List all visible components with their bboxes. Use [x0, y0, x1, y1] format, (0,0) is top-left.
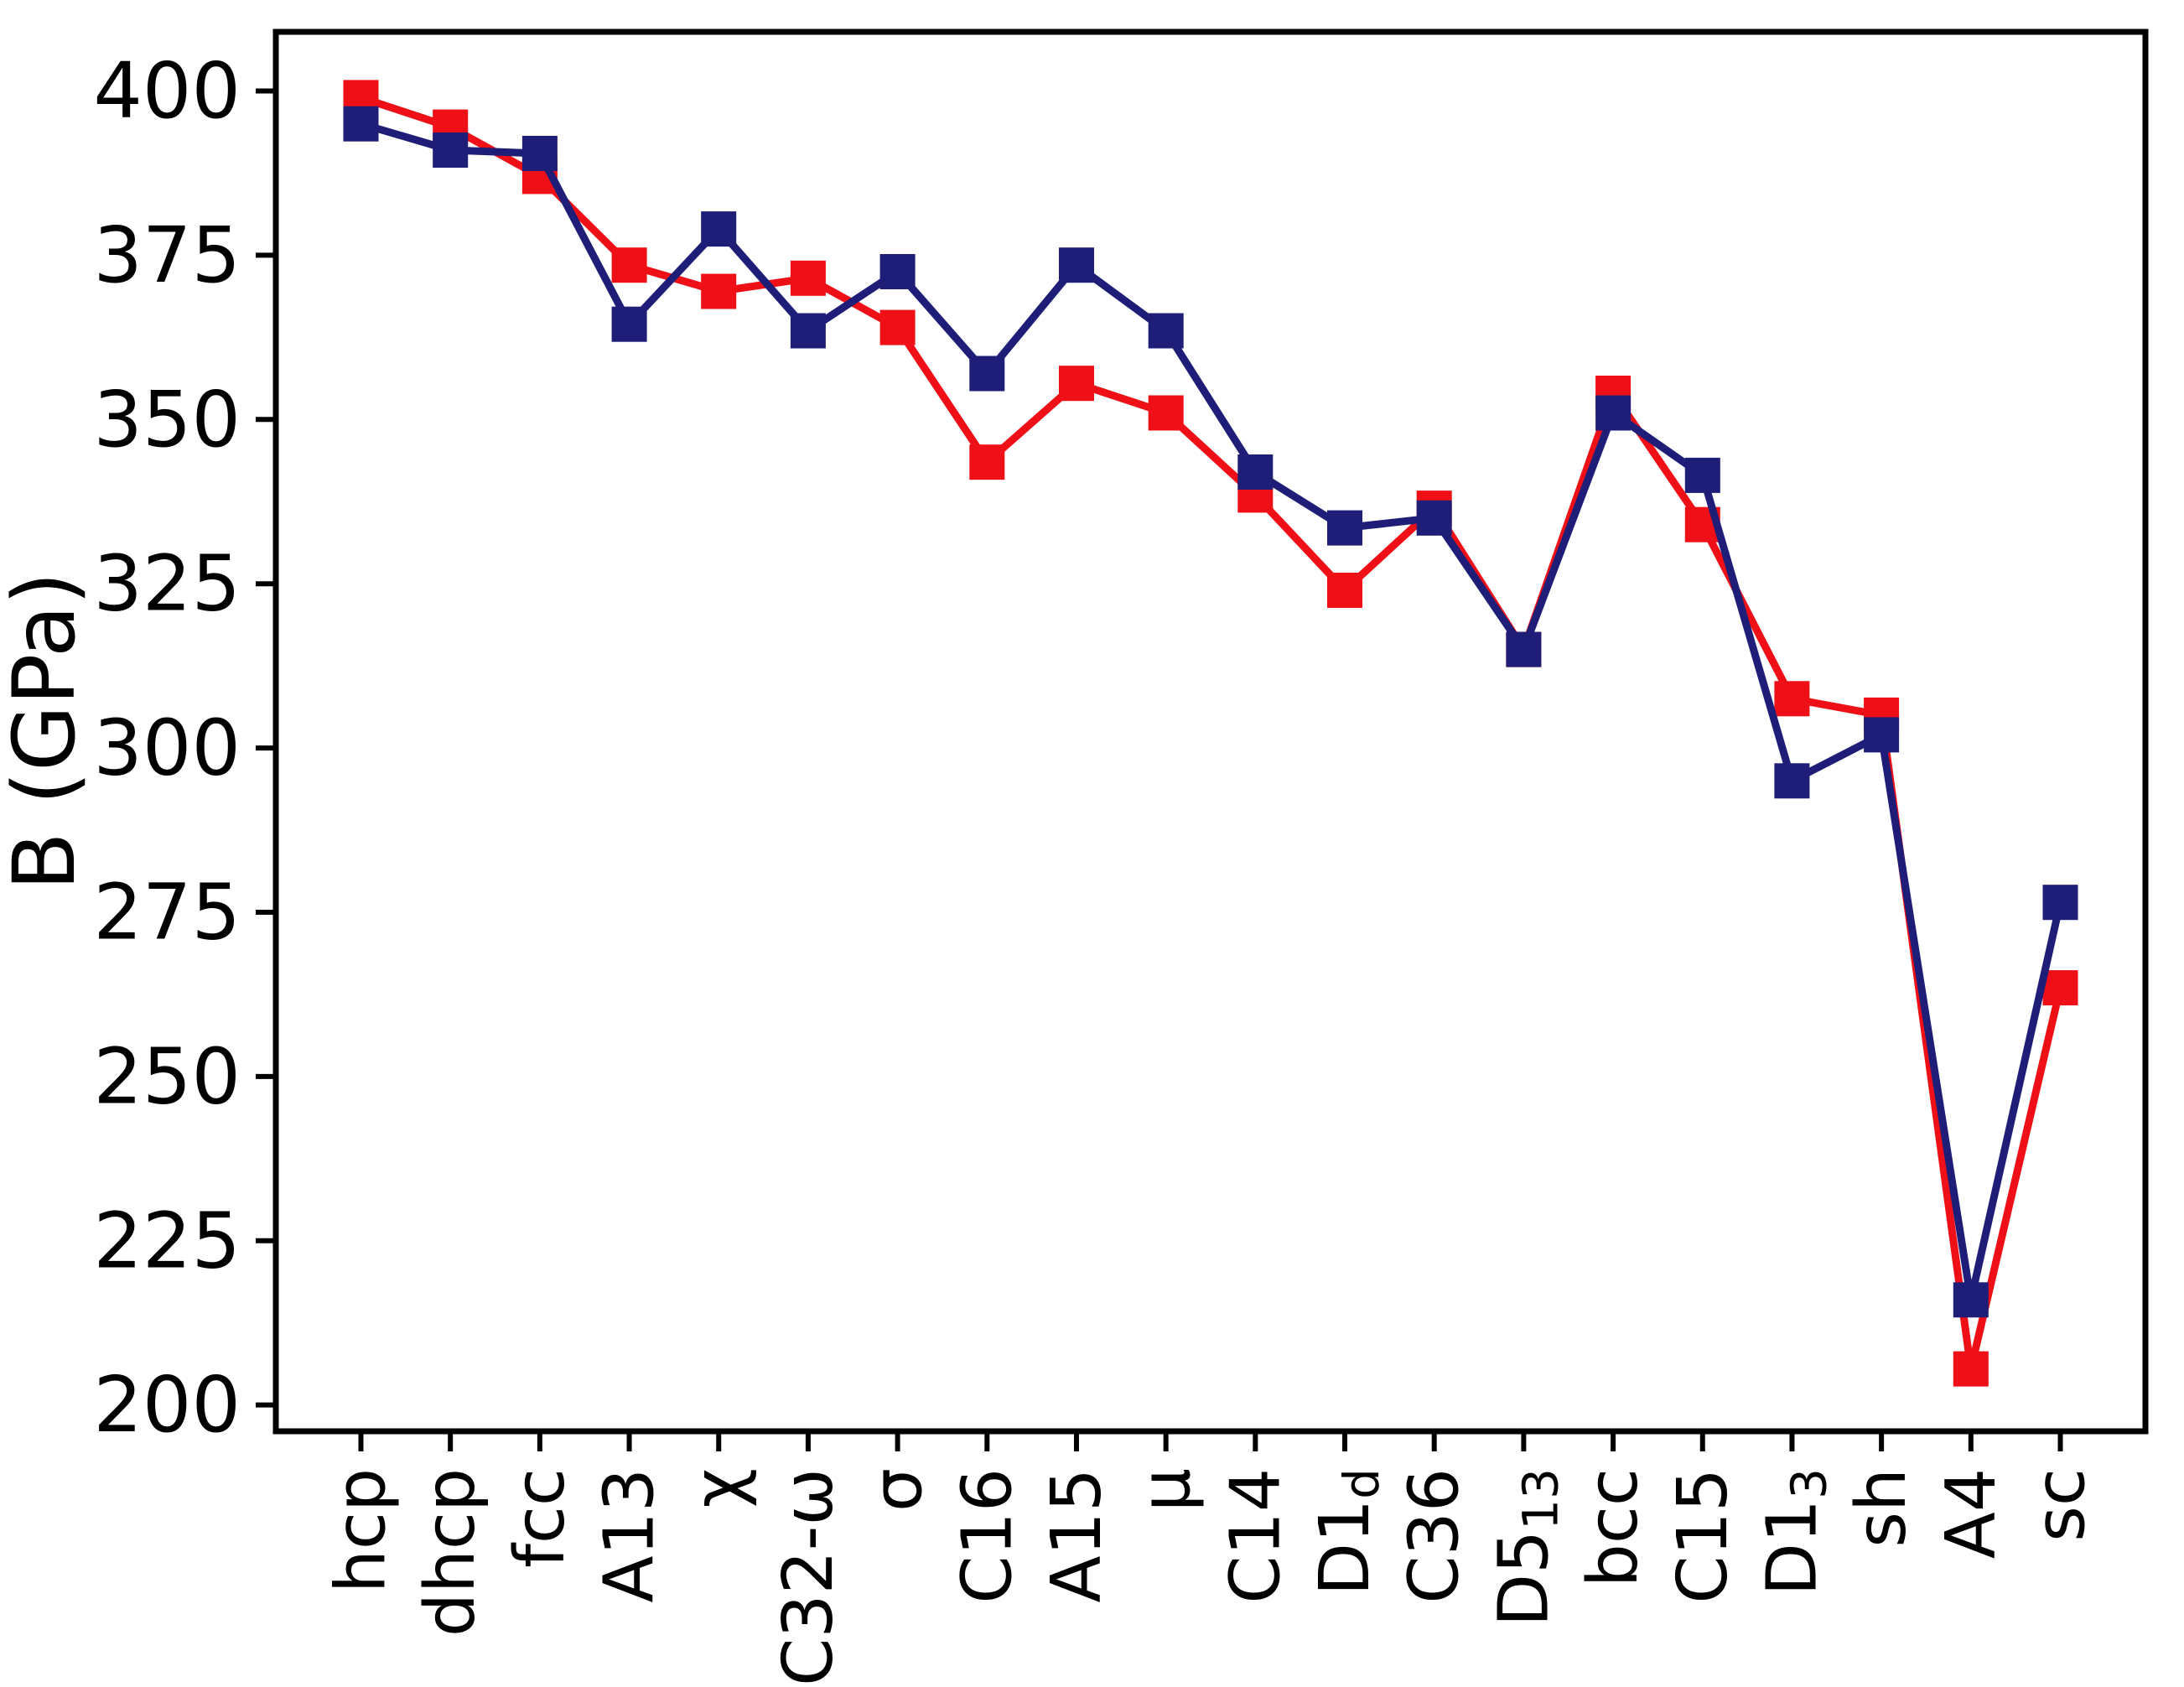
y-tick-label: 225 — [93, 1196, 241, 1285]
y-tick-label: 325 — [93, 539, 241, 629]
navy-series-marker — [2042, 885, 2078, 921]
x-tick-label: A4 — [1931, 1468, 2010, 1559]
x-tick-label: C36 — [1394, 1468, 1474, 1604]
navy-series-marker — [790, 313, 826, 349]
navy-series-marker — [1059, 247, 1094, 283]
x-tick-label: fcc — [500, 1468, 579, 1568]
y-tick-label: 275 — [93, 867, 241, 957]
x-tick-label: C15 — [1663, 1468, 1742, 1604]
navy-series-marker — [1506, 631, 1542, 667]
navy-series-marker — [521, 136, 558, 171]
x-tick-label: A13 — [589, 1468, 669, 1602]
x-tick-label: C14 — [1216, 1468, 1295, 1604]
x-tick-label: χ — [679, 1468, 759, 1508]
navy-series-marker — [611, 306, 647, 342]
data-series — [343, 80, 2078, 1387]
red-series-marker — [790, 260, 826, 296]
red-series-marker — [701, 273, 737, 309]
navy-series-marker — [701, 211, 737, 247]
navy-series-marker — [433, 132, 469, 168]
x-tick-label: D13 — [1752, 1468, 1838, 1596]
x-tick-label: sh — [1842, 1468, 1922, 1548]
x-tick-label: sc — [2021, 1468, 2100, 1542]
navy-series-marker — [969, 356, 1005, 392]
y-tick-label: 200 — [93, 1360, 241, 1450]
red-series-marker — [2042, 970, 2078, 1006]
x-tick-label: σ — [858, 1468, 937, 1512]
red-series-line — [360, 94, 2064, 1370]
red-series-marker — [1059, 366, 1094, 402]
red-series-marker — [879, 309, 916, 345]
red-series — [343, 80, 2078, 1387]
navy-series-marker — [1595, 395, 1632, 431]
x-tick-label: C16 — [947, 1468, 1027, 1604]
red-series-marker — [1953, 1351, 1989, 1387]
plot-box — [272, 29, 2149, 1435]
navy-series-marker — [1416, 500, 1452, 536]
red-series-marker — [1148, 395, 1184, 431]
x-tick-label: D513 — [1484, 1468, 1569, 1627]
navy-series-marker — [879, 254, 916, 289]
plot-spines — [272, 29, 2149, 1435]
navy-series-marker — [1774, 763, 1810, 799]
navy-series — [343, 106, 2078, 1318]
navy-series-marker — [1327, 510, 1362, 546]
y-tick-label: 400 — [93, 46, 241, 136]
navy-series-marker — [1953, 1282, 1989, 1318]
navy-series-marker — [1684, 457, 1720, 493]
y-tick-label: 350 — [93, 375, 241, 465]
x-axis-ticks: hcp dhcp fcc A13 χ C32-ω σ C16 A15 μ C14 D1d C36 D513… — [321, 1431, 2100, 1686]
red-series-marker — [611, 247, 647, 283]
y-axis-label: B (GPa) — [0, 572, 95, 890]
red-series-marker — [1327, 573, 1362, 608]
x-tick-label: D1d — [1305, 1468, 1391, 1596]
y-axis-ticks: 200 225 250 275 300 325 350 375 400 — [93, 46, 276, 1450]
x-tick-label: dhcp — [411, 1468, 490, 1637]
navy-series-marker — [1148, 313, 1184, 349]
y-tick-label: 250 — [93, 1031, 241, 1121]
x-tick-label: C32-ω — [768, 1468, 848, 1686]
x-tick-label: μ — [1126, 1468, 1206, 1512]
y-tick-label: 300 — [93, 703, 241, 793]
navy-series-marker — [343, 106, 379, 142]
red-series-marker — [969, 444, 1005, 480]
x-tick-label: bcc — [1574, 1468, 1653, 1587]
x-tick-label: hcp — [321, 1468, 401, 1593]
navy-series-marker — [1864, 717, 1900, 753]
y-tick-label: 375 — [93, 210, 241, 300]
navy-series-marker — [1237, 454, 1274, 490]
red-series-marker — [1774, 681, 1810, 717]
x-tick-label: A15 — [1036, 1468, 1116, 1602]
